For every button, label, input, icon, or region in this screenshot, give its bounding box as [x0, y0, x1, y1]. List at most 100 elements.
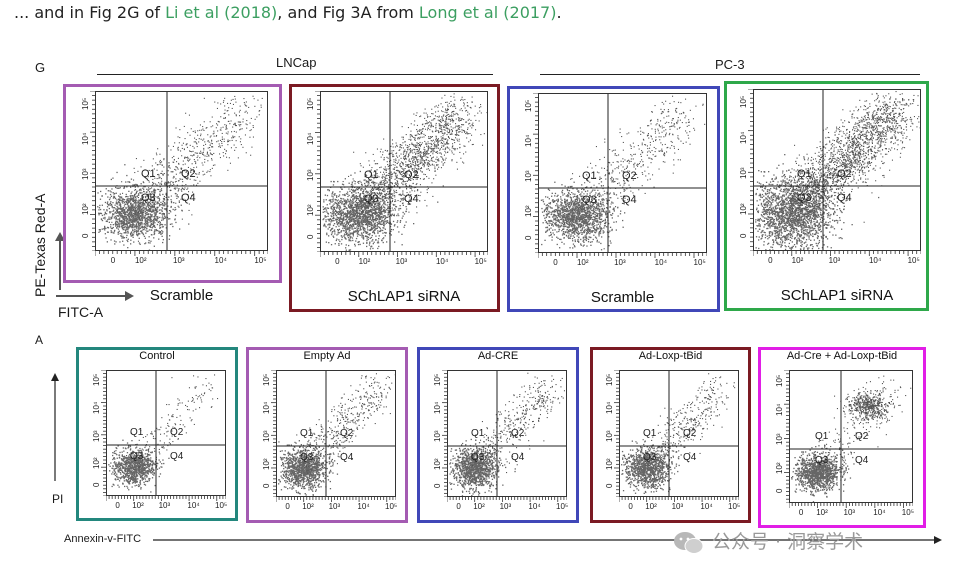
quadrant-label-q1: Q1 [643, 428, 657, 439]
y-tick-label: 10³ [524, 170, 533, 183]
x-tick-label: 0 [553, 258, 558, 267]
y-tick-label: 0 [605, 483, 614, 488]
quadrant-label-q3: Q3 [300, 452, 314, 463]
a-plot-title: Ad-Loxp-tBid [638, 350, 703, 362]
flow-cytometry-scatter-plot: Q1 Q2 Q3 Q4 [276, 370, 396, 497]
long-2017-link[interactable]: Long et al (2017) [418, 3, 557, 22]
y-tick-label: 10⁴ [306, 132, 315, 146]
x-tick-label: 10³ [499, 502, 512, 511]
scatter-points [448, 371, 566, 496]
x-tick-label: 10⁴ [873, 508, 886, 517]
y-tick-marks [748, 89, 753, 251]
x-tick-label: 10³ [671, 502, 684, 511]
y-tick-label: 10³ [81, 168, 90, 181]
y-tick-label: 0 [739, 233, 748, 238]
y-tick-label: 10² [306, 204, 315, 217]
quadrant-label-q1: Q1 [300, 428, 314, 439]
quadrant-label-q4: Q4 [622, 194, 637, 206]
pc3-title: PC-3 [715, 57, 745, 72]
y-tick-label: 10⁵ [605, 373, 614, 387]
quadrant-label-q3: Q3 [471, 452, 485, 463]
panel-a-label: A [35, 333, 44, 347]
quadrant-label-q2: Q2 [855, 431, 869, 442]
x-tick-label: 10² [132, 501, 144, 510]
a-plot-frame [246, 347, 408, 523]
y-tick-label: 10³ [262, 430, 271, 443]
y-tick-label: 10⁴ [81, 132, 90, 145]
quadrant-label-q4: Q4 [340, 452, 354, 463]
g-plot-frame [724, 81, 929, 311]
y-tick-label: 10⁴ [262, 401, 271, 415]
wechat-icon [674, 532, 704, 554]
intro-suffix: . [556, 3, 562, 22]
g-y-axis-arrow [55, 232, 65, 290]
x-tick-marks [538, 253, 707, 258]
y-tick-marks [271, 370, 276, 497]
y-tick-label: 10⁴ [92, 401, 101, 414]
quadrant-label-q1: Q1 [582, 170, 597, 182]
y-tick-label: 10² [81, 203, 90, 216]
a-plot-frame [590, 347, 751, 523]
x-tick-marks [106, 496, 226, 501]
flow-cytometry-scatter-plot: Q1 Q2 Q3 Q4 [447, 370, 567, 497]
g-plot-caption: SChLAP1 siRNA [347, 288, 461, 305]
quadrant-label-q3: Q3 [797, 192, 812, 204]
scatter-points [539, 94, 706, 252]
quadrant-label-q2: Q2 [511, 428, 525, 439]
x-tick-label: 10⁵ [556, 502, 569, 511]
intro-middle: , and Fig 3A from [277, 3, 419, 22]
a-plot-title: Empty Ad [303, 350, 351, 362]
a-plot-title: Ad-CRE [477, 350, 519, 362]
quadrant-label-q2: Q2 [837, 168, 852, 180]
x-tick-label: 10⁴ [214, 256, 227, 265]
x-tick-label: 10⁵ [385, 502, 398, 511]
intro-prefix: ... and in Fig 2G of [14, 3, 166, 22]
g-plot-caption: Scramble [149, 287, 214, 304]
g-plot-caption: Scramble [590, 289, 655, 306]
flow-cytometry-scatter-plot: Q1 Q2 Q3 Q4 [789, 370, 913, 503]
x-tick-label: 0 [628, 502, 633, 511]
quadrant-label-q1: Q1 [364, 169, 379, 181]
a-x-axis-label: Annexin-v-FITC [64, 533, 142, 545]
a-y-axis-label: PI [52, 492, 64, 506]
x-tick-label: 10² [645, 502, 657, 511]
quadrant-label-q4: Q4 [511, 452, 525, 463]
y-tick-label: 10³ [605, 430, 614, 443]
x-tick-label: 10⁴ [868, 256, 882, 265]
g-plot-frame [63, 84, 282, 283]
scatter-points [107, 371, 225, 495]
y-tick-label: 10³ [306, 169, 315, 181]
x-tick-label: 10⁵ [907, 256, 920, 265]
y-tick-label: 0 [92, 482, 101, 487]
y-tick-label: 10⁵ [775, 374, 784, 387]
y-tick-label: 10³ [433, 430, 442, 443]
x-tick-label: 10⁴ [187, 501, 200, 510]
li-2018-link[interactable]: Li et al (2018) [165, 3, 278, 22]
x-tick-label: 10⁴ [700, 502, 713, 511]
quadrant-label-q4: Q4 [404, 193, 419, 205]
y-tick-label: 10² [262, 458, 271, 470]
g-x-axis-arrow [56, 291, 134, 301]
y-tick-label: 10² [739, 203, 748, 215]
x-tick-label: 10³ [395, 257, 408, 266]
scatter-points [96, 92, 267, 250]
x-tick-marks [276, 497, 396, 502]
g-x-axis-label: FITC-A [58, 304, 104, 320]
x-tick-label: 10⁴ [357, 502, 370, 511]
y-tick-label: 0 [81, 233, 90, 238]
g-plot-caption: SChLAP1 siRNA [780, 287, 894, 304]
a-plot-frame [758, 347, 926, 528]
x-tick-label: 10² [134, 256, 147, 265]
x-tick-label: 10³ [328, 502, 341, 511]
y-tick-label: 10⁴ [605, 401, 614, 415]
a-y-axis-arrow [51, 373, 59, 481]
y-tick-label: 10⁴ [433, 401, 442, 415]
x-tick-label: 10⁵ [901, 508, 915, 517]
quadrant-label-q1: Q1 [797, 168, 812, 180]
quadrant-label-q2: Q2 [404, 169, 419, 181]
quadrant-label-q2: Q2 [622, 170, 637, 182]
x-tick-label: 10⁵ [474, 257, 487, 266]
x-tick-marks [320, 252, 488, 257]
y-tick-label: 10³ [739, 167, 748, 180]
quadrant-label-q3: Q3 [141, 192, 156, 204]
